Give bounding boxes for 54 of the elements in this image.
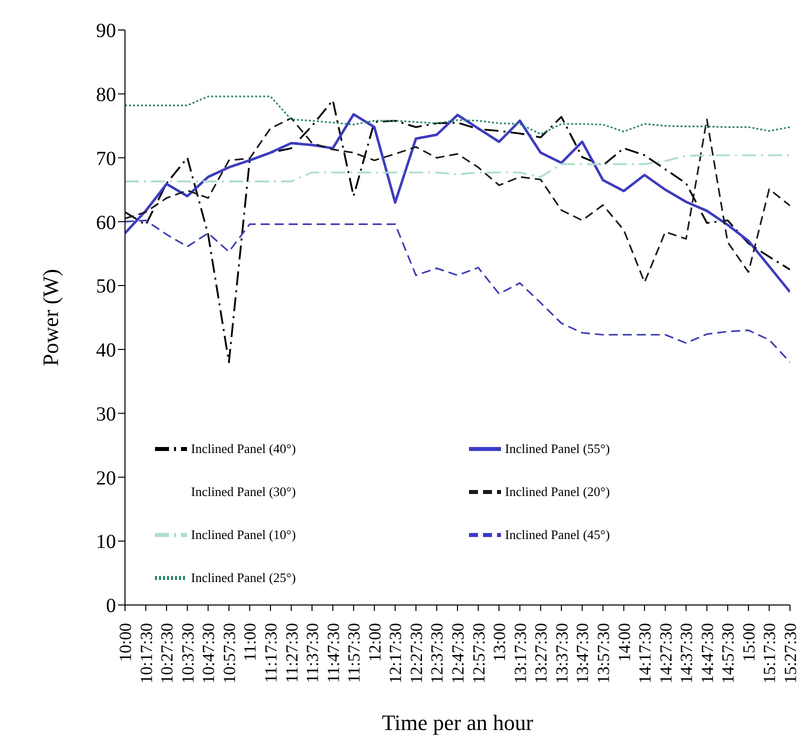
y-tick-label: 0	[106, 595, 116, 618]
x-tick-label: 14:00	[614, 623, 634, 662]
x-tick-label: 14:37:30	[677, 623, 696, 684]
x-tick-label: 13:47:30	[573, 623, 592, 684]
x-tick-label: 10:57:30	[220, 623, 239, 684]
y-tick-label: 50	[96, 276, 116, 298]
y-tick-label: 90	[96, 20, 116, 42]
x-axis-title: Time per an hour	[382, 710, 534, 735]
x-tick-label: 10:27:30	[158, 623, 177, 684]
x-tick-label: 11:27:30	[282, 623, 302, 683]
legend-label: Inclined Panel (25°)	[191, 570, 296, 585]
x-tick-label: 14:17:30	[636, 623, 655, 684]
y-tick-label: 20	[96, 467, 116, 490]
y-tick-label: 10	[96, 531, 116, 554]
x-tick-label: 13:37:30	[552, 623, 572, 684]
y-tick-label: 40	[96, 340, 116, 362]
x-tick-label: 11:47:30	[324, 623, 343, 683]
x-tick-label: 10:37:30	[178, 623, 198, 684]
y-tick-label: 80	[96, 84, 116, 106]
x-tick-label: 12:27:30	[406, 623, 426, 684]
x-tick-label: 11:17:30	[261, 623, 280, 683]
y-tick-label: 30	[96, 403, 116, 426]
x-tick-label: 12:00	[365, 623, 384, 662]
x-tick-label: 13:17:30	[510, 623, 530, 684]
x-tick-label: 13:00	[490, 623, 510, 662]
x-tick-label: 10:47:30	[199, 623, 218, 684]
legend-label: Inclined Panel (10°)	[191, 527, 296, 542]
legend-label: Inclined Panel (20°)	[505, 484, 610, 499]
x-tick-label: 13:27:30	[532, 623, 551, 684]
line-series	[125, 154, 790, 182]
legend-label: Inclined Panel (45°)	[505, 527, 610, 542]
x-tick-label: 12:37:30	[428, 623, 447, 684]
x-tick-label: 15:00	[739, 623, 758, 662]
y-axis-title: Power (W)	[38, 268, 63, 366]
x-tick-label: 10:17:30	[136, 623, 156, 684]
x-tick-label: 14:27:30	[656, 623, 676, 684]
y-tick-label: 60	[96, 212, 116, 234]
x-tick-label: 15:27:30	[781, 623, 797, 684]
x-tick-label: 15:17:30	[760, 623, 780, 684]
x-tick-label: 12:47:30	[448, 623, 468, 684]
x-tick-label: 14:57:30	[718, 623, 738, 684]
y-tick-label: 70	[96, 148, 116, 170]
x-tick-label: 11:00	[240, 623, 260, 662]
x-tick-label: 11:57:30	[344, 623, 364, 683]
line-series	[125, 96, 790, 135]
x-tick-label: 10:00	[116, 623, 135, 662]
legend-label: Inclined Panel (55°)	[505, 441, 610, 456]
x-tick-label: 11:37:30	[303, 623, 322, 683]
x-tick-label: 14:47:30	[698, 623, 717, 684]
text: Inclined Panel (30°)	[191, 484, 296, 499]
x-tick-label: 12:57:30	[469, 623, 488, 684]
legend-label: Inclined Panel (40°)	[191, 441, 296, 456]
x-tick-label: 13:57:30	[594, 623, 613, 684]
x-tick-label: 12:17:30	[386, 623, 406, 684]
